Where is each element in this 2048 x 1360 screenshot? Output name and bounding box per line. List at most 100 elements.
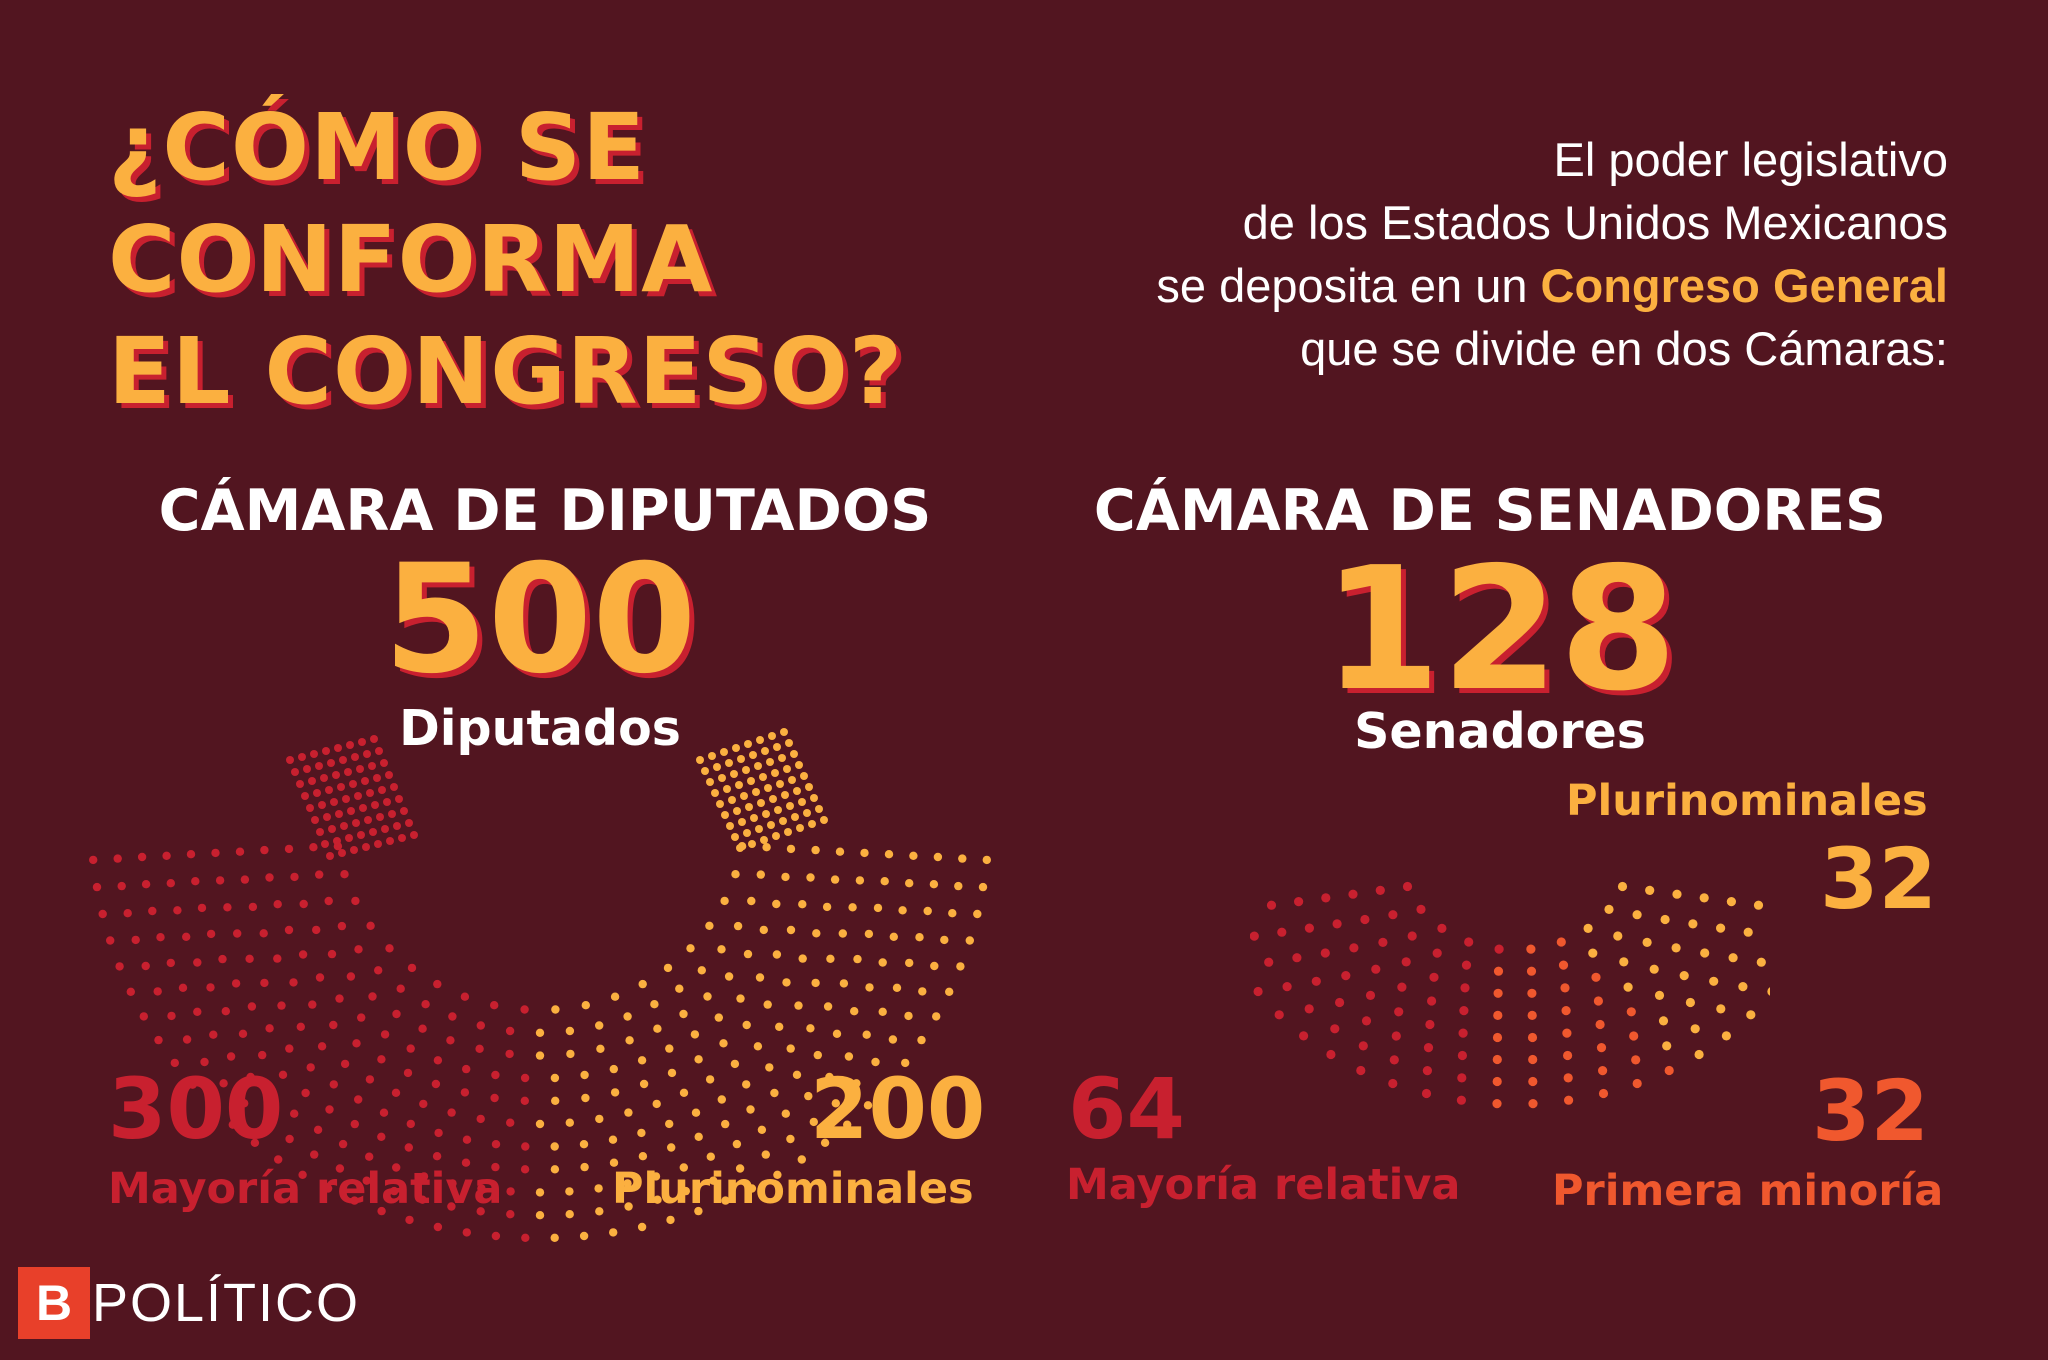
- diputado-seat: [306, 1063, 315, 1072]
- diputado-seat: [349, 780, 357, 788]
- diputado-seat: [491, 1070, 500, 1080]
- diputado-seat: [448, 1179, 457, 1188]
- diputado-seat: [624, 1202, 633, 1211]
- diputado-seat: [265, 1024, 274, 1033]
- diputado-seat: [792, 1070, 802, 1079]
- diputado-seat: [815, 805, 823, 813]
- diputado-seat: [361, 777, 369, 785]
- diputado-seat: [506, 1118, 515, 1127]
- diputado-seat: [156, 933, 165, 942]
- diputado-seat: [337, 783, 345, 791]
- diputado-seat: [374, 840, 382, 848]
- senador-seat: [1394, 1007, 1404, 1017]
- senador-seat: [1282, 982, 1292, 992]
- diputado-seat: [391, 1088, 401, 1097]
- diputado-seat: [850, 1007, 859, 1016]
- diputado-seat: [328, 825, 336, 833]
- diputado-seat: [609, 1064, 618, 1074]
- diputado-seat: [247, 1002, 257, 1011]
- senador-seat: [1493, 966, 1504, 976]
- senador-seat: [1526, 966, 1537, 976]
- senador-seat: [1598, 1066, 1608, 1076]
- diputado-seat: [703, 992, 712, 1001]
- diputado-seat: [505, 1049, 514, 1059]
- diputado-seat: [883, 1080, 892, 1089]
- diputado-seat: [772, 899, 781, 909]
- diputado-seat: [477, 1184, 486, 1193]
- diputado-seat: [625, 1036, 634, 1045]
- diputado-seat: [740, 792, 748, 800]
- senador-seat: [1709, 976, 1719, 986]
- diputado-seat: [369, 828, 377, 836]
- diputado-seat: [351, 753, 359, 761]
- diputado-seat: [245, 954, 254, 963]
- diputado-seat: [329, 1080, 338, 1089]
- diputado-seat: [490, 1093, 499, 1103]
- diputado-seat: [395, 795, 403, 803]
- senador-seat: [1335, 997, 1345, 1008]
- diputado-seat: [340, 1059, 350, 1069]
- diputado-seat: [892, 983, 902, 992]
- diputado-seat: [535, 1211, 545, 1220]
- senador-seat: [1492, 1032, 1503, 1043]
- senador-seat: [1649, 964, 1659, 974]
- diputado-seat: [381, 825, 389, 833]
- diputado-seat: [923, 906, 932, 916]
- diputado-seat: [731, 833, 739, 841]
- diputado-seat: [820, 816, 828, 824]
- diputado-seat: [806, 1024, 815, 1033]
- diputado-seat: [873, 903, 883, 913]
- diputado-seat: [460, 992, 470, 1001]
- diputado-seat: [713, 763, 721, 771]
- senador-seat: [1664, 1065, 1674, 1076]
- diputado-seat: [774, 806, 782, 814]
- diputado-seat: [207, 1101, 217, 1110]
- diputado-seat: [694, 1206, 703, 1216]
- diputado-seat: [285, 1044, 294, 1053]
- diputado-seat: [433, 1222, 443, 1232]
- diputado-seat: [742, 1080, 751, 1089]
- diputado-seat: [462, 1064, 471, 1074]
- diputado-seat: [694, 1055, 703, 1064]
- diputado-seat: [267, 1091, 276, 1101]
- diputado-seat: [775, 1022, 784, 1031]
- diputado-seat: [330, 798, 338, 806]
- senador-seat: [1654, 990, 1665, 1000]
- senador-seat: [1492, 1099, 1502, 1109]
- diputado-seat: [786, 844, 796, 854]
- senador-seat: [1416, 904, 1426, 914]
- diputado-seat: [550, 1073, 560, 1083]
- diputado-seat: [694, 1132, 703, 1141]
- diputado-seat: [433, 979, 442, 989]
- diputado-seat: [753, 1042, 763, 1051]
- diputado-seat: [462, 1228, 471, 1237]
- diputado-seat: [855, 876, 865, 885]
- senador-seat: [1360, 914, 1370, 925]
- diputado-seat: [839, 979, 849, 988]
- diputados-total: 500: [383, 533, 697, 707]
- senador-seat: [1493, 1010, 1503, 1020]
- diputado-seat: [733, 921, 743, 931]
- diputado-seat: [286, 756, 294, 764]
- diputado-seat: [823, 1002, 833, 1011]
- diputado-seat: [379, 1108, 389, 1117]
- senador-seat: [1767, 987, 1770, 996]
- diputado-seat: [378, 786, 386, 794]
- diputado-seat: [238, 1029, 248, 1038]
- diputados-pluri-value: 200: [810, 1060, 986, 1158]
- diputado-seat: [311, 816, 319, 824]
- diputado-seat: [258, 1050, 267, 1060]
- diputado-seat: [786, 1134, 795, 1144]
- senador-seat: [1716, 1004, 1726, 1014]
- diputado-seat: [786, 925, 796, 935]
- diputado-seat: [390, 1186, 399, 1196]
- diputado-seat: [406, 1044, 415, 1053]
- diputado-seat: [363, 750, 371, 758]
- diputado-seat: [596, 1044, 605, 1053]
- diputado-seat: [805, 783, 813, 791]
- senador-seat: [1596, 1043, 1607, 1053]
- diputado-seat: [865, 983, 874, 992]
- diputado-seat: [811, 845, 820, 855]
- diputado-seat: [804, 1091, 813, 1101]
- senadores-pluri-label: Plurinominales: [1566, 776, 1928, 826]
